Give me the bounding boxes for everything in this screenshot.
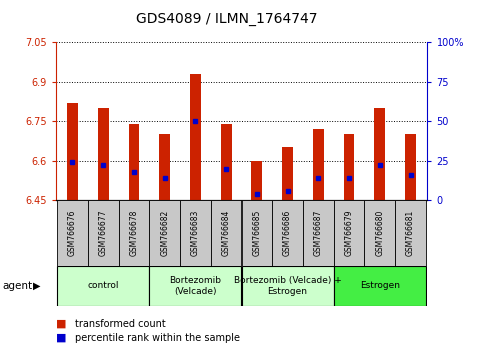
- Bar: [374, 108, 385, 200]
- Bar: [88, 200, 118, 266]
- Text: ▶: ▶: [33, 281, 41, 291]
- Bar: [313, 129, 324, 200]
- Text: Estrogen: Estrogen: [360, 281, 400, 290]
- Text: ■: ■: [56, 319, 66, 329]
- Text: transformed count: transformed count: [75, 319, 166, 329]
- Text: percentile rank within the sample: percentile rank within the sample: [75, 333, 240, 343]
- Bar: [272, 200, 303, 266]
- Text: Bortezomib
(Velcade): Bortezomib (Velcade): [170, 276, 221, 296]
- Bar: [334, 200, 365, 266]
- Text: GSM766686: GSM766686: [283, 210, 292, 256]
- Bar: [118, 200, 149, 266]
- Bar: [57, 266, 149, 306]
- Bar: [303, 200, 334, 266]
- Text: control: control: [87, 281, 119, 290]
- Bar: [159, 135, 170, 200]
- Bar: [365, 200, 395, 266]
- Bar: [149, 266, 242, 306]
- Text: GDS4089 / ILMN_1764747: GDS4089 / ILMN_1764747: [136, 12, 318, 27]
- Text: GSM766683: GSM766683: [191, 210, 200, 256]
- Bar: [98, 108, 109, 200]
- Text: GSM766678: GSM766678: [129, 210, 139, 256]
- Bar: [128, 124, 139, 200]
- Bar: [344, 135, 355, 200]
- Bar: [252, 161, 262, 200]
- Text: GSM766684: GSM766684: [222, 210, 230, 256]
- Bar: [282, 148, 293, 200]
- Bar: [180, 200, 211, 266]
- Bar: [190, 74, 201, 200]
- Text: GSM766677: GSM766677: [99, 210, 108, 256]
- Bar: [334, 266, 426, 306]
- Text: GSM766685: GSM766685: [253, 210, 261, 256]
- Text: ■: ■: [56, 333, 66, 343]
- Bar: [149, 200, 180, 266]
- Text: GSM766676: GSM766676: [68, 210, 77, 256]
- Text: Bortezomib (Velcade) +
Estrogen: Bortezomib (Velcade) + Estrogen: [234, 276, 341, 296]
- Bar: [221, 124, 231, 200]
- Text: agent: agent: [2, 281, 32, 291]
- Bar: [405, 135, 416, 200]
- Bar: [67, 103, 78, 200]
- Bar: [242, 200, 272, 266]
- Bar: [57, 200, 88, 266]
- Text: GSM766680: GSM766680: [375, 210, 384, 256]
- Bar: [211, 200, 242, 266]
- Bar: [395, 200, 426, 266]
- Text: GSM766681: GSM766681: [406, 210, 415, 256]
- Text: GSM766687: GSM766687: [314, 210, 323, 256]
- Text: GSM766679: GSM766679: [344, 210, 354, 256]
- Bar: [242, 266, 334, 306]
- Text: GSM766682: GSM766682: [160, 210, 169, 256]
